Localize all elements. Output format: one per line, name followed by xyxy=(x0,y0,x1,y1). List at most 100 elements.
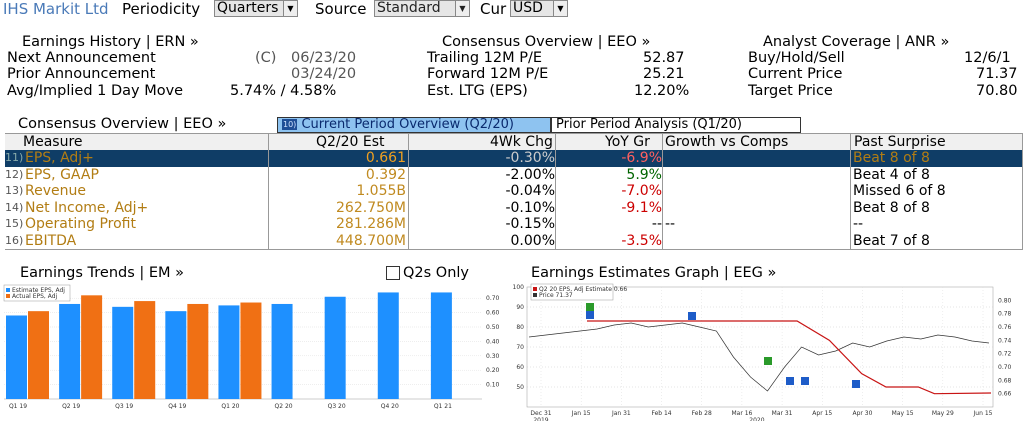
table-row[interactable]: 15) Operating Profit 281.286M -0.15% -- … xyxy=(5,216,1023,233)
legend-swatch-price xyxy=(533,293,537,297)
avg-move-value: 5.74% / 4.58% xyxy=(230,83,337,99)
estimate-cell: 1.055B xyxy=(356,183,406,199)
column-divider xyxy=(555,133,556,249)
estimates-graph-link[interactable]: Earnings Estimates Graph | EEG » xyxy=(531,265,777,281)
event-marker-icon[interactable] xyxy=(586,303,594,311)
x-tick-label: Q2 20 xyxy=(275,403,293,410)
estimate-cell: 448.700M xyxy=(336,232,406,249)
table-row[interactable]: 11) EPS, Adj+ 0.661 -0.30% -6.9% Beat 8 … xyxy=(5,150,1023,167)
earnings-trends-link[interactable]: Earnings Trends | EM » xyxy=(20,265,185,281)
x-tick-label: Feb 14 xyxy=(651,410,671,417)
buy-hold-sell-label: Buy/Hold/Sell xyxy=(748,50,845,66)
yoy-cell: 5.9% xyxy=(626,166,662,183)
col-yoy[interactable]: YoY Gr xyxy=(605,134,650,150)
col-estimate[interactable]: Q2/20 Est xyxy=(316,134,385,150)
event-marker-icon[interactable] xyxy=(764,357,772,365)
chg-cell: 0.00% xyxy=(510,232,555,249)
estimate-bar xyxy=(112,306,134,399)
earnings-history-link[interactable]: Earnings History | ERN » xyxy=(22,34,199,50)
chg-cell: -0.10% xyxy=(505,199,555,216)
right-tick-label: 0.70 xyxy=(998,364,1012,371)
q2s-only-checkbox[interactable] xyxy=(386,266,400,280)
tab-prior-period[interactable]: Prior Period Analysis (Q1/20) xyxy=(551,117,801,133)
x-tick-label: Mar 31 xyxy=(772,410,793,417)
left-tick-label: 70 xyxy=(516,344,524,351)
table-row[interactable]: 13) Revenue 1.055B -0.04% -7.0% Missed 6… xyxy=(5,183,1023,200)
measure-cell: EBITDA xyxy=(25,232,77,249)
left-tick-label: 80 xyxy=(516,324,524,331)
right-tick-label: 0.72 xyxy=(998,351,1012,358)
bar-chart-bars xyxy=(6,292,452,399)
x-tick-label: Q4 20 xyxy=(381,403,399,410)
estimate-cell: 0.661 xyxy=(365,150,406,166)
x-tick-label: Apr 30 xyxy=(852,410,872,417)
analyst-coverage-link[interactable]: Analyst Coverage | ANR » xyxy=(763,34,950,50)
actual-bar xyxy=(187,303,209,399)
surprise-cell: Beat 8 of 8 xyxy=(853,150,930,166)
row-number: 14) xyxy=(5,200,24,214)
source-dropdown[interactable]: Standard ▼ xyxy=(374,0,470,17)
event-marker-icon[interactable] xyxy=(786,377,794,385)
legend-box xyxy=(3,284,71,302)
currency-dropdown[interactable]: USD ▼ xyxy=(510,0,568,17)
target-price-label: Target Price xyxy=(748,83,833,99)
x-tick-label: Q1 21 xyxy=(434,403,452,410)
table-row[interactable]: 16) EBITDA 448.700M 0.00% -3.5% Beat 7 o… xyxy=(5,233,1023,250)
line-chart-legend: Q2 20 EPS, Adj Estimate 0.66 Price 71.37 xyxy=(530,283,627,301)
event-marker-icon[interactable] xyxy=(688,312,696,320)
table-row[interactable]: 12) EPS, GAAP 0.392 -2.00% 5.9% Beat 4 o… xyxy=(5,167,1023,184)
x-tick-label: Q1 20 xyxy=(221,403,239,410)
legend-swatch-estimate xyxy=(533,287,537,291)
measure-cell: Revenue xyxy=(25,183,86,199)
actual-bar xyxy=(134,301,156,399)
row-number: 12) xyxy=(5,167,24,181)
x-tick-label: Dec 31 xyxy=(530,410,551,417)
event-marker-icon[interactable] xyxy=(801,377,809,385)
left-tick-label: 50 xyxy=(516,384,524,391)
event-marker-icon[interactable] xyxy=(586,311,594,319)
event-marker-icon[interactable] xyxy=(852,380,860,388)
row-number: 13) xyxy=(5,184,24,197)
surprise-cell: Beat 7 of 8 xyxy=(853,232,930,249)
actual-bar xyxy=(28,311,49,399)
tab-current-period[interactable]: 10) Current Period Overview (Q2/20) xyxy=(277,117,551,133)
tab-current-number: 10) xyxy=(282,119,298,130)
column-divider xyxy=(662,133,663,249)
estimate-bar xyxy=(430,292,452,399)
ltg-value: 12.20% xyxy=(634,83,690,99)
estimate-cell: 281.286M xyxy=(336,216,406,232)
y-tick-label: 0.10 xyxy=(486,382,500,389)
x-tick-label: Jun 15 xyxy=(973,410,993,417)
yoy-cell: -- xyxy=(651,216,662,232)
line-chart-right-ticks: 0.66 0.68 0.70 0.72 0.74 0.76 0.78 0.80 xyxy=(998,297,1012,397)
yoy-cell: -6.9% xyxy=(621,150,662,166)
col-measure[interactable]: Measure xyxy=(23,134,83,150)
forward-pe-value: 25.21 xyxy=(643,66,685,82)
col-past-surprise[interactable]: Past Surprise xyxy=(854,134,946,150)
prior-announcement-label: Prior Announcement xyxy=(7,66,156,82)
consensus-overview-link[interactable]: Consensus Overview | EEO » xyxy=(442,34,651,50)
periodicity-dropdown[interactable]: Quarters ▼ xyxy=(214,0,298,17)
estimate-bar xyxy=(271,303,293,399)
estimate-bar xyxy=(6,315,27,399)
x-tick-label: Q3 20 xyxy=(328,403,346,410)
column-divider xyxy=(1022,133,1023,249)
col-4wk-chg[interactable]: 4Wk Chg xyxy=(490,134,553,150)
comps-cell: -- xyxy=(665,216,676,232)
chg-cell: -0.04% xyxy=(505,183,555,199)
table-row[interactable]: 14) Net Income, Adj+ 262.750M -0.10% -9.… xyxy=(5,200,1023,217)
x-tick-label: Q2 19 xyxy=(62,403,80,410)
x-tick-label: Mar 16 xyxy=(731,410,752,417)
consensus-table-title[interactable]: Consensus Overview | EEO » xyxy=(18,116,227,132)
estimate-cell: 262.750M xyxy=(336,199,406,216)
chg-cell: -0.30% xyxy=(505,150,555,166)
actual-bar xyxy=(240,302,262,399)
current-price-label: Current Price xyxy=(748,66,843,82)
measure-cell: EPS, Adj+ xyxy=(25,150,94,166)
col-growth-comps[interactable]: Growth vs Comps xyxy=(665,134,789,150)
estimate-bar xyxy=(324,296,346,399)
bar-chart-y-ticks: 0.10 0.20 0.30 0.40 0.50 0.60 0.70 xyxy=(486,295,500,388)
x-tick-label: Jan 15 xyxy=(571,410,591,417)
event-markers xyxy=(586,303,860,388)
surprise-cell: Missed 6 of 8 xyxy=(853,183,946,199)
